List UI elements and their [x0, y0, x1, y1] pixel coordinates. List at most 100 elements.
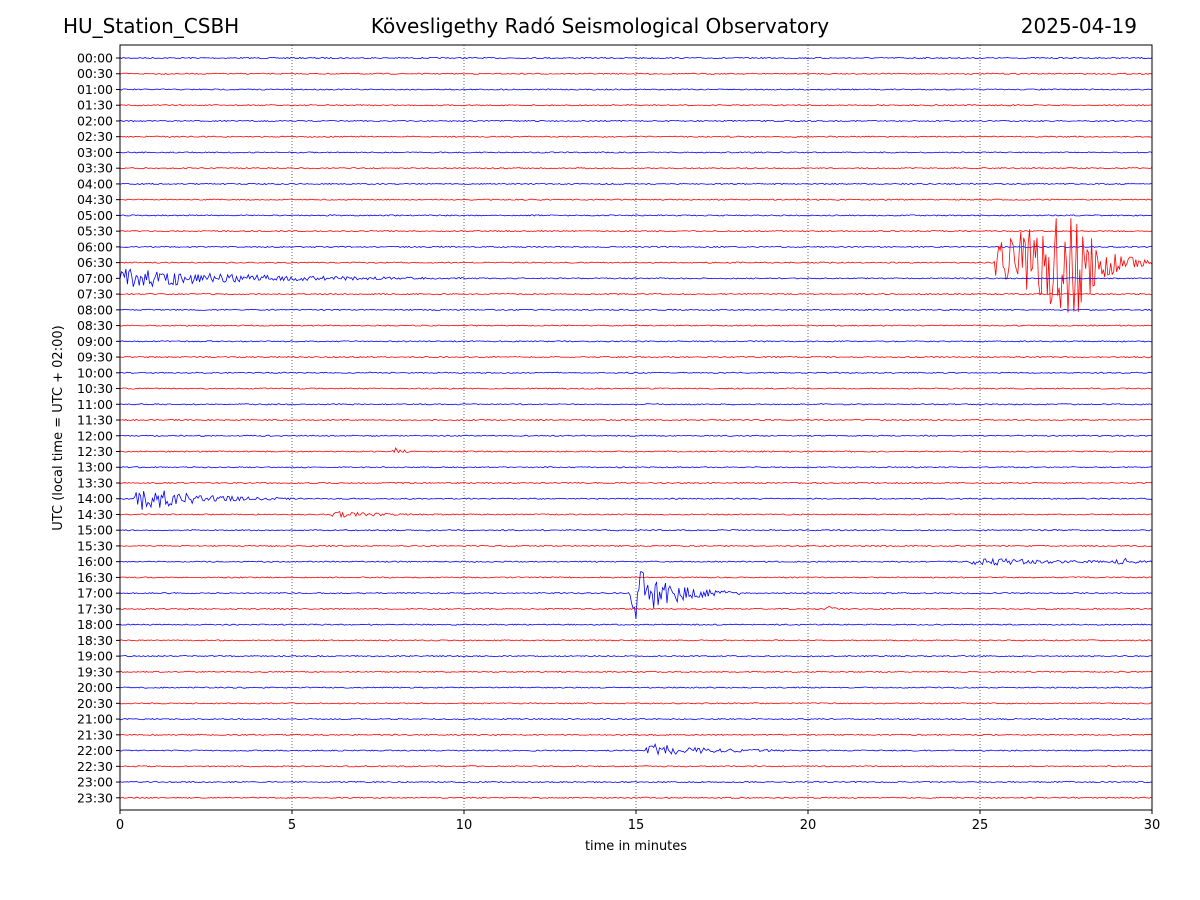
- y-tick-label: 11:00: [77, 397, 113, 412]
- y-tick-label: 22:00: [77, 743, 113, 758]
- trace-1830: [119, 639, 1153, 642]
- trace-1300: [119, 466, 1152, 469]
- trace-1130: [119, 418, 1153, 422]
- y-tick-label: 15:00: [77, 523, 113, 538]
- y-tick-label: 04:30: [77, 192, 113, 207]
- trace-2000: [119, 686, 1153, 689]
- trace-1230: [119, 447, 1153, 454]
- y-tick-label: 14:30: [77, 507, 113, 522]
- trace-1530: [119, 544, 1153, 547]
- trace-1330: [119, 481, 1153, 485]
- trace-0030: [119, 72, 1153, 75]
- trace-1100: [120, 403, 1153, 406]
- y-tick-label: 18:30: [77, 633, 113, 648]
- y-tick-label: 20:30: [77, 696, 113, 711]
- y-tick-label: 23:00: [77, 775, 113, 790]
- y-tick-label: 07:00: [77, 271, 113, 286]
- trace-0230: [119, 135, 1153, 138]
- y-tick-label: 14:00: [77, 491, 113, 506]
- y-tick-label: 15:30: [77, 538, 113, 553]
- x-tick-label: 30: [1144, 818, 1161, 833]
- station-title: HU_Station_CSBH: [63, 14, 240, 38]
- trace-1200: [120, 434, 1152, 437]
- x-tick-label: 0: [116, 818, 124, 833]
- y-tick-label: 06:00: [77, 239, 113, 254]
- x-tick-label: 25: [972, 818, 989, 833]
- y-tick-label: 09:30: [77, 350, 113, 365]
- x-tick-label: 10: [456, 818, 473, 833]
- y-axis-ticks: 00:0000:3001:0001:3002:0002:3003:0003:30…: [77, 51, 120, 805]
- x-axis-ticks: 0 5 10 15 20 25 30: [116, 810, 1160, 833]
- date-title: 2025-04-19: [1020, 14, 1137, 38]
- seismic-traces: [119, 56, 1153, 799]
- grid-lines: [291, 45, 981, 810]
- y-tick-label: 17:00: [77, 586, 113, 601]
- trace-0830: [119, 324, 1153, 327]
- trace-1900: [119, 654, 1153, 658]
- trace-0630: [119, 218, 1153, 313]
- y-tick-label: 21:30: [77, 727, 113, 742]
- trace-0200: [119, 119, 1153, 123]
- trace-1600: [119, 557, 1153, 566]
- y-tick-label: 10:30: [77, 381, 113, 396]
- trace-2100: [119, 718, 1153, 721]
- trace-1630: [119, 576, 1153, 579]
- trace-1400: [119, 490, 1152, 510]
- trace-0730: [119, 293, 1153, 296]
- y-tick-label: 05:30: [77, 224, 113, 239]
- trace-2200: [119, 743, 1153, 756]
- y-tick-label: 08:00: [77, 302, 113, 317]
- y-tick-label: 13:30: [77, 475, 113, 490]
- y-tick-label: 17:30: [77, 601, 113, 616]
- trace-2230: [120, 765, 1153, 768]
- trace-1800: [119, 623, 1153, 626]
- trace-0300: [120, 151, 1153, 154]
- y-tick-label: 00:00: [77, 51, 113, 66]
- trace-1700: [119, 571, 1153, 619]
- trace-0930: [119, 356, 1153, 359]
- y-tick-label: 13:00: [77, 460, 113, 475]
- y-tick-label: 10:00: [77, 365, 113, 380]
- y-tick-label: 03:30: [77, 161, 113, 176]
- y-tick-label: 23:30: [77, 790, 113, 805]
- y-tick-label: 20:00: [77, 680, 113, 695]
- y-tick-label: 19:00: [77, 649, 113, 664]
- y-tick-label: 12:00: [77, 428, 113, 443]
- y-tick-label: 02:00: [77, 113, 113, 128]
- trace-2030: [119, 702, 1153, 705]
- trace-2300: [119, 780, 1153, 784]
- trace-1030: [119, 387, 1153, 390]
- observatory-title: Kövesligethy Radó Seismological Observat…: [370, 14, 830, 38]
- trace-0330: [119, 167, 1153, 170]
- y-tick-label: 01:30: [77, 98, 113, 113]
- x-tick-label: 5: [288, 818, 296, 833]
- y-tick-label: 11:30: [77, 413, 113, 428]
- y-tick-label: 16:30: [77, 570, 113, 585]
- trace-0430: [119, 198, 1153, 201]
- trace-1930: [120, 670, 1153, 673]
- y-tick-label: 01:00: [77, 82, 113, 97]
- trace-1500: [120, 529, 1153, 532]
- y-tick-label: 03:00: [77, 145, 113, 160]
- trace-0400: [120, 182, 1153, 185]
- y-tick-label: 08:30: [77, 318, 113, 333]
- trace-0530: [119, 230, 1153, 233]
- y-tick-label: 07:30: [77, 287, 113, 302]
- x-tick-label: 15: [628, 818, 645, 833]
- y-tick-label: 21:00: [77, 712, 113, 727]
- x-tick-label: 20: [800, 818, 817, 833]
- trace-0500: [119, 214, 1153, 217]
- y-tick-label: 18:00: [77, 617, 113, 632]
- y-tick-label: 12:30: [77, 444, 113, 459]
- y-tick-label: 04:00: [77, 176, 113, 191]
- trace-1730: [119, 605, 1153, 611]
- y-tick-label: 05:00: [77, 208, 113, 223]
- y-tick-label: 06:30: [77, 255, 113, 270]
- x-axis-label: time in minutes: [585, 839, 687, 854]
- trace-1430: [119, 511, 1153, 519]
- trace-0100: [119, 88, 1153, 91]
- y-tick-label: 02:30: [77, 129, 113, 144]
- trace-0800: [119, 308, 1153, 311]
- y-tick-label: 22:30: [77, 759, 113, 774]
- trace-0700: [119, 268, 1153, 288]
